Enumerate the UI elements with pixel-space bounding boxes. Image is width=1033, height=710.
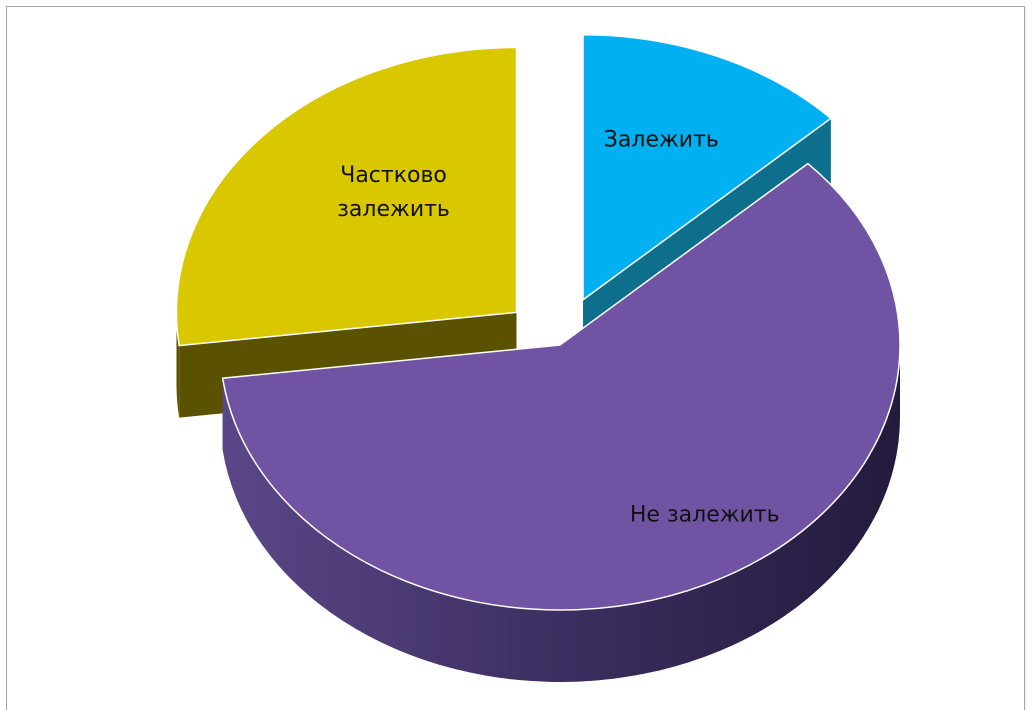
pie-slice-1-label: Не залежить (630, 503, 780, 528)
slices-layer (175, 34, 901, 683)
pie-slice-0-label-line-0: Залежить (604, 128, 719, 153)
labels-layer: Частково залежить Залежить Не залежить (337, 128, 779, 528)
pie-slice-2-label-line-1: залежить (337, 197, 450, 222)
pie-slice-1-top (221, 162, 901, 611)
pie-slice-2-label-line-0: Частково (340, 163, 447, 188)
pie-slice-1 (221, 162, 901, 683)
pie-slice-0-label: Залежить (604, 128, 719, 153)
pie-slice-2-top (175, 46, 518, 347)
pie-slice-1-outer-wall (222, 345, 901, 683)
pie-slice-2-outer-wall (176, 312, 180, 418)
pie-slice-2-label: Частково залежить (337, 163, 450, 222)
pie-slice-1-label-line-0: Не залежить (630, 503, 780, 528)
pie-slice-0-top (582, 34, 833, 302)
